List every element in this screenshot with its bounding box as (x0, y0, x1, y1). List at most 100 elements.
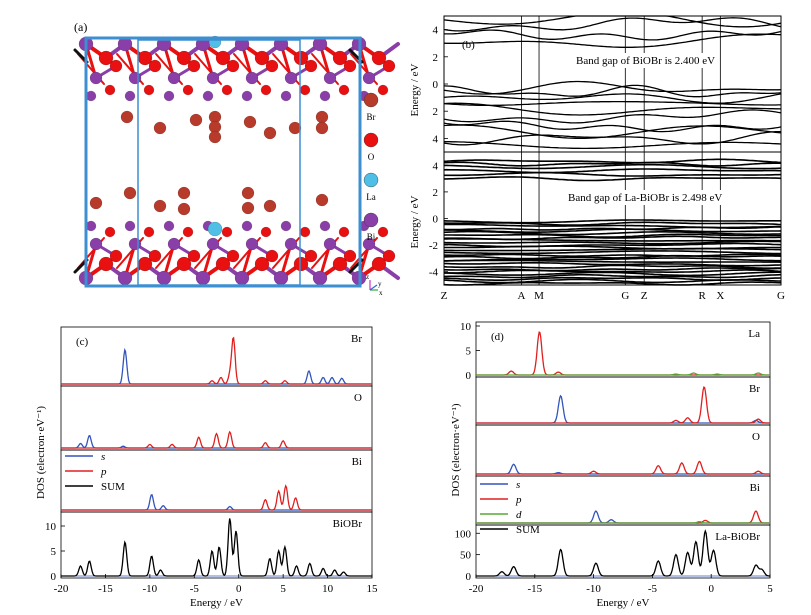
band-curve (444, 259, 782, 264)
atom-o (98, 50, 114, 66)
dos-curve-s (61, 434, 372, 449)
dos-curve-sum (476, 529, 770, 577)
atom-bi (284, 237, 298, 251)
band-curve (444, 254, 782, 260)
atom-o (148, 249, 162, 263)
atom-o (304, 249, 318, 263)
band-curve (443, 168, 781, 174)
dos-x-tick-label: -10 (586, 583, 601, 595)
atom-bi (241, 90, 253, 102)
band-curve (444, 273, 782, 279)
band-curve (443, 17, 782, 32)
bands-top-frame (443, 15, 782, 153)
atom-o (254, 50, 270, 66)
dos-y-tick-label: 50 (460, 550, 472, 562)
dos-ylabel: DOS (electron·eV⁻¹) (450, 403, 462, 496)
legend-label-d: d (516, 509, 522, 521)
atom-bi (323, 71, 337, 85)
legend-label-br: Br (367, 112, 376, 122)
dos-x-tick-label: 0 (708, 583, 714, 595)
atom-o (371, 50, 387, 66)
atom-o (176, 50, 192, 66)
band-curve (444, 267, 782, 272)
atom-la (207, 221, 223, 237)
band-curve (443, 161, 781, 167)
dos-curve-s (476, 463, 770, 475)
gap-label-bg-top (574, 53, 718, 68)
y-tick-label: 4 (433, 160, 439, 172)
band-structure-panel: 4 2 0 2 4 4 2 0 -2 -4 Band gap of BiOBr is 2.400 … (409, 15, 785, 302)
atom-bi (117, 270, 133, 286)
atom-o (187, 59, 201, 73)
bands-bottom-curves (443, 158, 782, 286)
band-curve (443, 15, 782, 28)
atom-o (143, 226, 155, 238)
atom-o (382, 249, 396, 263)
atom-br (315, 110, 329, 124)
band-curve (444, 223, 782, 229)
legend-atom-o (363, 132, 379, 148)
kpoint-label: G (777, 290, 785, 302)
atom-br (315, 121, 329, 135)
band-curve (443, 102, 782, 116)
atom-o (260, 226, 272, 238)
atom-o (215, 50, 231, 66)
dos-curve-p (476, 331, 770, 376)
dos-subpanel-frame (475, 376, 771, 426)
dos-subpanel-name: Br (351, 333, 362, 345)
band-curve (443, 281, 782, 286)
dos-curve-p (476, 386, 770, 424)
band-curve (443, 109, 782, 124)
band-y-ticks: 4 2 0 2 4 4 2 0 -2 -4 (429, 25, 448, 279)
atom-bi (206, 71, 220, 85)
dos-xlabel: Energy / eV (190, 597, 243, 609)
atom-o (148, 59, 162, 73)
atom-o (176, 256, 192, 272)
dos-x-tick-label: -5 (190, 583, 200, 595)
atom-bi (362, 237, 376, 251)
atom-bi (167, 237, 181, 251)
atom-o (104, 84, 116, 96)
atom-bi (280, 220, 292, 232)
atom-bi (124, 90, 136, 102)
atom-bi (195, 270, 211, 286)
atom-o (182, 84, 194, 96)
band-curve (443, 250, 781, 255)
dos-x-tick-label: -20 (54, 583, 69, 595)
atom-bi (89, 237, 103, 251)
y-tick-label: 2 (433, 106, 439, 118)
atom-o (338, 84, 350, 96)
kpoint-label: G (621, 290, 629, 302)
atom-br (288, 121, 302, 135)
dos-curve-d (476, 372, 770, 376)
band-curve (444, 141, 782, 150)
atom-o (377, 226, 389, 238)
atom-o (382, 59, 396, 73)
dos-x-tick-label: 10 (322, 583, 334, 595)
band-curve (443, 100, 781, 107)
dos-y-tick-label: 5 (466, 346, 472, 358)
atom-o (293, 50, 309, 66)
dos-subpanel-name: Bi (750, 482, 760, 494)
dos-curve-sum (61, 518, 372, 577)
atom-br (208, 130, 222, 144)
band-curve (443, 240, 782, 245)
atom-br (153, 121, 167, 135)
dos-curve-p (61, 484, 372, 511)
band-curve (444, 163, 782, 170)
atom-bi (319, 220, 331, 232)
band-curve (443, 131, 781, 146)
dos-subpanel-name: O (354, 392, 362, 404)
band-curve (443, 221, 782, 226)
atom-bi (163, 220, 175, 232)
atom-o (182, 226, 194, 238)
atom-bi (163, 90, 175, 102)
atom-br (241, 186, 255, 200)
kpoint-label: X (716, 290, 724, 302)
band-curve (444, 29, 782, 41)
atom-br (123, 186, 137, 200)
atom-o (104, 226, 116, 238)
atom-bi (128, 237, 142, 251)
dos-subpanel-name: O (752, 431, 760, 443)
